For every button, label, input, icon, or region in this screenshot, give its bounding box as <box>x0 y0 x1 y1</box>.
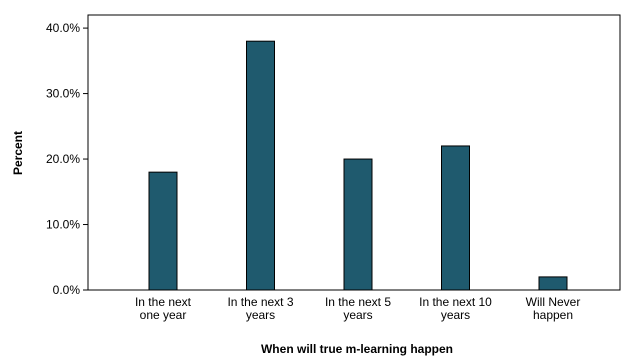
y-tick-label: 10.0% <box>46 218 80 232</box>
y-axis: 0.0% 10.0% 20.0% 30.0% 40.0% <box>46 21 88 297</box>
y-axis-title: Percent <box>11 131 25 175</box>
x-tick-label: Will Never happen <box>526 295 581 322</box>
bar <box>148 171 178 291</box>
bars <box>148 40 568 291</box>
x-tick-label: In the next one year <box>135 295 192 322</box>
bar <box>441 145 470 291</box>
y-tick-label: 0.0% <box>53 283 81 297</box>
x-tick-label: In the next 10 years <box>419 295 492 322</box>
x-tick-label: In the next 5 years <box>325 295 391 322</box>
y-tick-label: 40.0% <box>46 21 80 35</box>
y-tick-label: 30.0% <box>46 87 80 101</box>
bar <box>246 40 275 291</box>
x-tick-label: In the next 3 years <box>227 295 293 322</box>
x-axis-title: When will true m-learning happen <box>261 342 453 356</box>
y-tick-label: 20.0% <box>46 152 80 166</box>
bar <box>538 276 568 291</box>
x-axis: In the next one year In the next 3 years In … <box>135 295 580 322</box>
bar <box>343 158 373 291</box>
